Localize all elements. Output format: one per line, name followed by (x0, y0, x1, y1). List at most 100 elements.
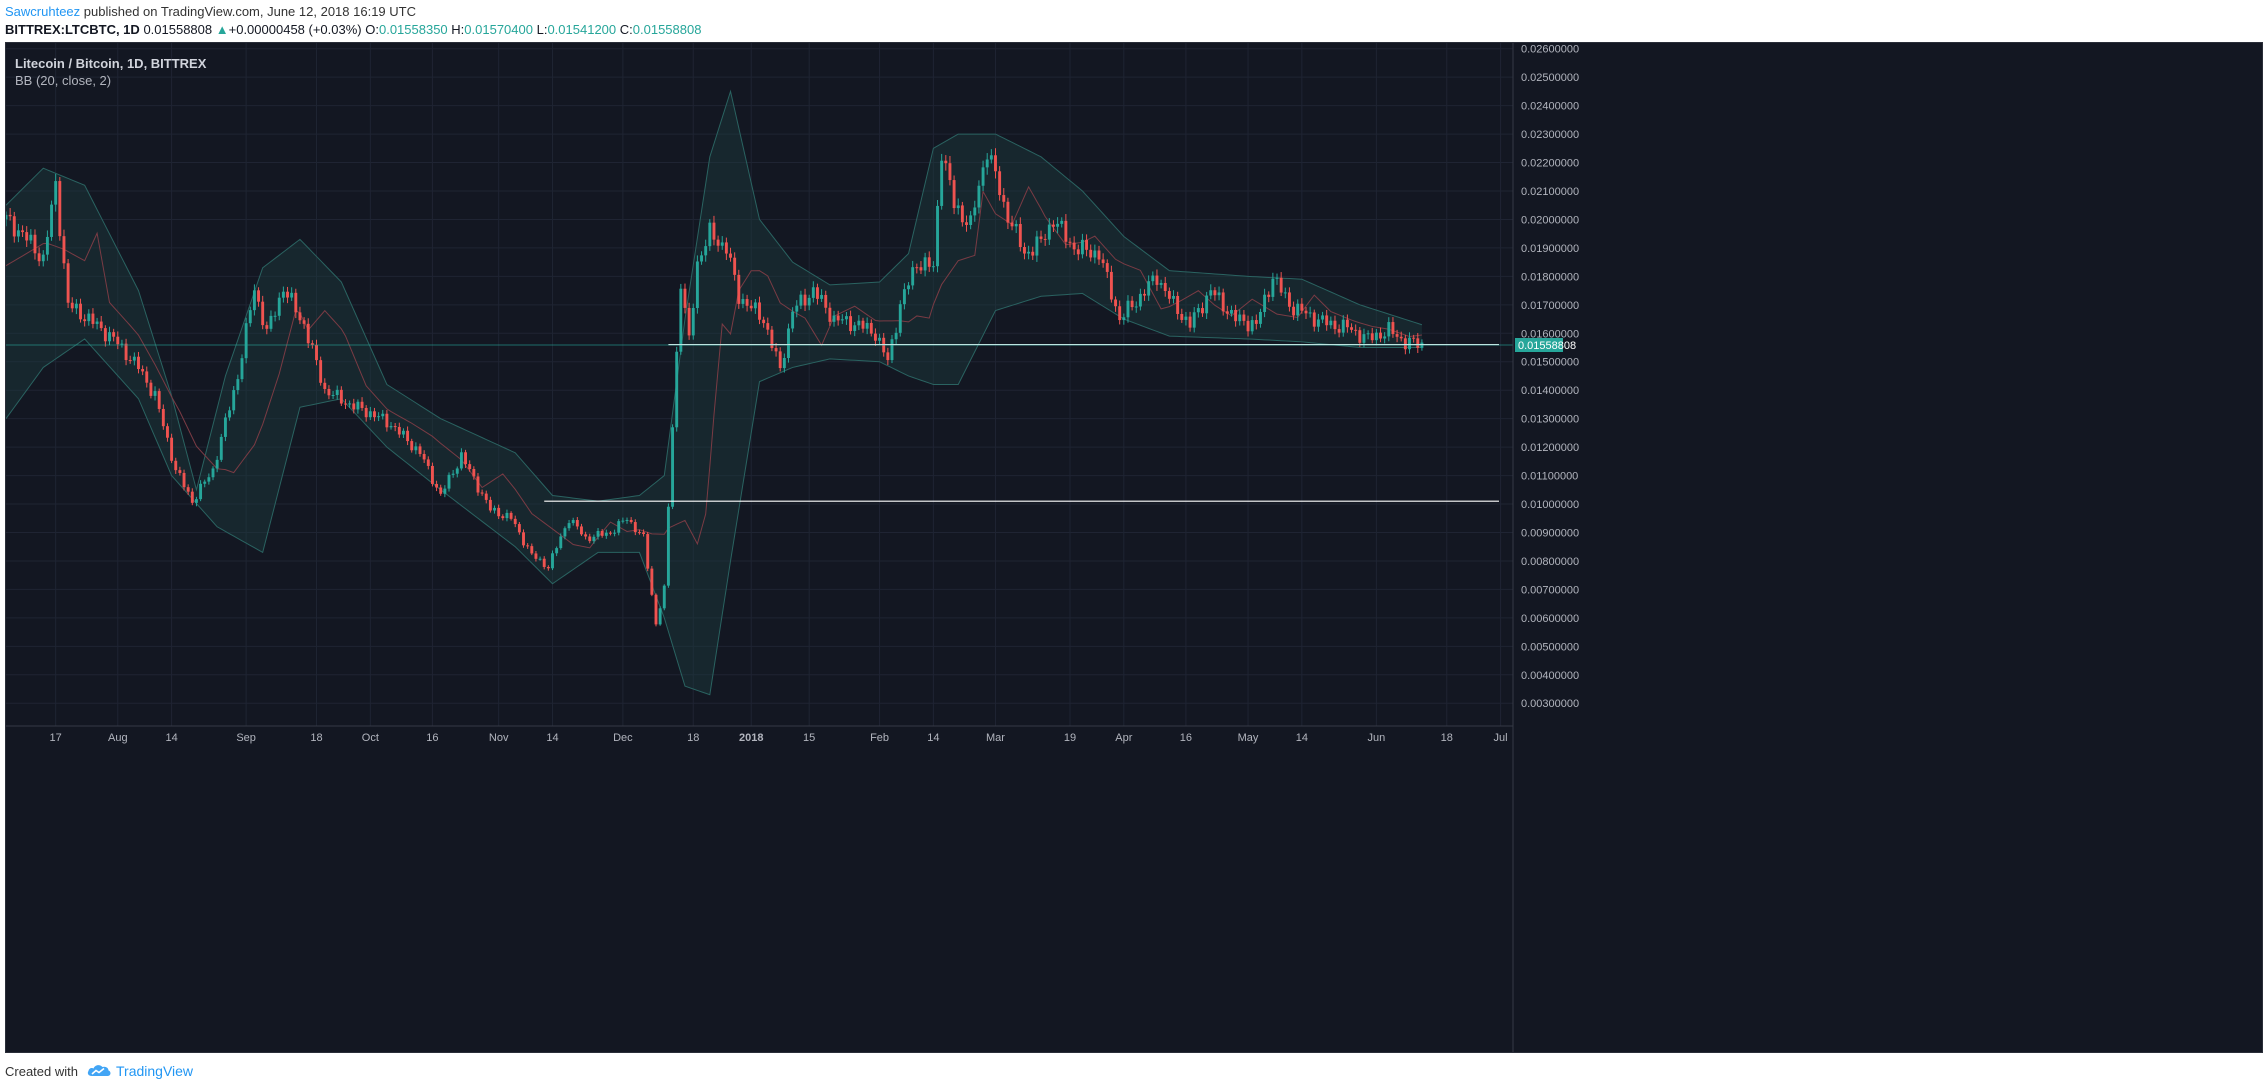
candle-body (695, 261, 699, 309)
candle-body (488, 499, 492, 511)
candle-body (16, 230, 20, 237)
candle-body (21, 230, 25, 233)
candle-body (538, 558, 542, 560)
candle-body (124, 343, 128, 361)
x-tick-label: 19 (1064, 732, 1076, 744)
candle-body (1292, 306, 1296, 316)
candle-body (658, 608, 662, 625)
candle-body (79, 303, 82, 320)
candle-body (1308, 312, 1312, 314)
candle-body (95, 321, 99, 324)
candle-body (907, 285, 910, 290)
x-tick-label: 17 (50, 732, 62, 744)
candle-body (273, 315, 277, 317)
candle-body (778, 351, 782, 369)
candle-body (1366, 333, 1370, 335)
candle-body (1395, 334, 1399, 337)
candle-body (700, 255, 703, 262)
x-tick-label: Aug (108, 732, 128, 744)
candle-body (733, 257, 737, 275)
candle-body (430, 465, 434, 484)
candle-body (1391, 322, 1395, 335)
open-label: O: (365, 22, 379, 37)
candle-body (878, 337, 882, 341)
x-tick-label: 2018 (739, 732, 763, 744)
candle-body (948, 163, 952, 181)
candle-body (787, 328, 790, 358)
candle-body (484, 493, 488, 500)
publish-info: Sawcruhteez published on TradingView.com… (5, 4, 416, 19)
open-value: 0.01558350 (378, 22, 448, 37)
candle-body (269, 315, 273, 329)
candle-body (712, 222, 716, 240)
x-tick-label: May (1238, 732, 1259, 744)
candle-body (1035, 236, 1039, 256)
candle-body (989, 155, 993, 160)
candle-body (505, 512, 509, 519)
x-tick-label: 14 (1296, 732, 1308, 744)
y-tick-label: 0.00500000 (1521, 641, 1579, 653)
candle-body (99, 321, 103, 329)
candle-body (526, 545, 530, 547)
candle-body (1234, 310, 1238, 322)
candle-body (534, 553, 538, 559)
candle-body (120, 343, 124, 345)
candle-body (414, 446, 418, 451)
candle-body (1027, 251, 1031, 254)
candle-body (666, 506, 670, 586)
low-value: 0.01541200 (547, 22, 617, 37)
candle-body (128, 360, 132, 362)
candle-body (741, 299, 745, 304)
bb-upper-band (6, 89, 1423, 502)
candle-body (766, 323, 770, 330)
candle-body (385, 413, 389, 428)
x-tick-label: 14 (165, 732, 177, 744)
candle-body (1213, 290, 1217, 296)
candle-body (451, 473, 455, 475)
candle-body (745, 299, 749, 306)
tradingview-brand[interactable]: TradingView (116, 1063, 194, 1079)
candle-body (50, 204, 53, 237)
candle-body (74, 303, 78, 309)
horizontal-levels[interactable] (6, 344, 1513, 502)
candle-body (546, 566, 550, 569)
candle-body (1138, 293, 1142, 307)
candle-body (327, 388, 331, 396)
bb-lower-band (6, 292, 1422, 696)
candle-body (410, 441, 414, 451)
candle-body (149, 382, 153, 396)
candle-body (894, 332, 898, 340)
candle-body (571, 520, 575, 524)
candle-body (223, 417, 227, 437)
candle-body (522, 532, 525, 546)
y-tick-label: 0.02500000 (1521, 72, 1579, 84)
candle-body (803, 294, 807, 306)
candle-body (1341, 319, 1345, 333)
chart-frame[interactable]: 0.02600000 0.02500000 0.02400000 0.02300000… (5, 42, 2263, 1053)
candle-body (509, 512, 513, 519)
candle-body (190, 491, 194, 503)
candle-body (1370, 333, 1374, 341)
x-tick-label: Nov (489, 732, 509, 744)
candle-body (1225, 311, 1229, 314)
candle-body (406, 430, 410, 442)
candle-body (261, 301, 265, 326)
candle-body (530, 546, 534, 554)
candle-body (1080, 239, 1084, 255)
candle-body (600, 531, 604, 536)
x-tick-label: Jun (1368, 732, 1386, 744)
candle-body (1312, 312, 1316, 327)
candle-body (137, 356, 140, 370)
candle-body (331, 395, 335, 397)
ohlc-summary: BITTREX:LTCBTC, 1D 0.01558808 ▲+0.000004… (5, 22, 701, 37)
candle-body (1267, 294, 1271, 297)
candle-body (348, 403, 352, 405)
price-chart[interactable]: 0.02600000 0.02500000 0.02400000 0.02300000… (6, 43, 2263, 1053)
candle-body (1006, 201, 1010, 223)
candle-body (12, 216, 16, 237)
candle-body (580, 526, 583, 535)
candle-body (45, 236, 49, 255)
author-link[interactable]: Sawcruhteez (5, 4, 81, 19)
candle-body (252, 290, 256, 311)
candle-body (464, 452, 468, 465)
